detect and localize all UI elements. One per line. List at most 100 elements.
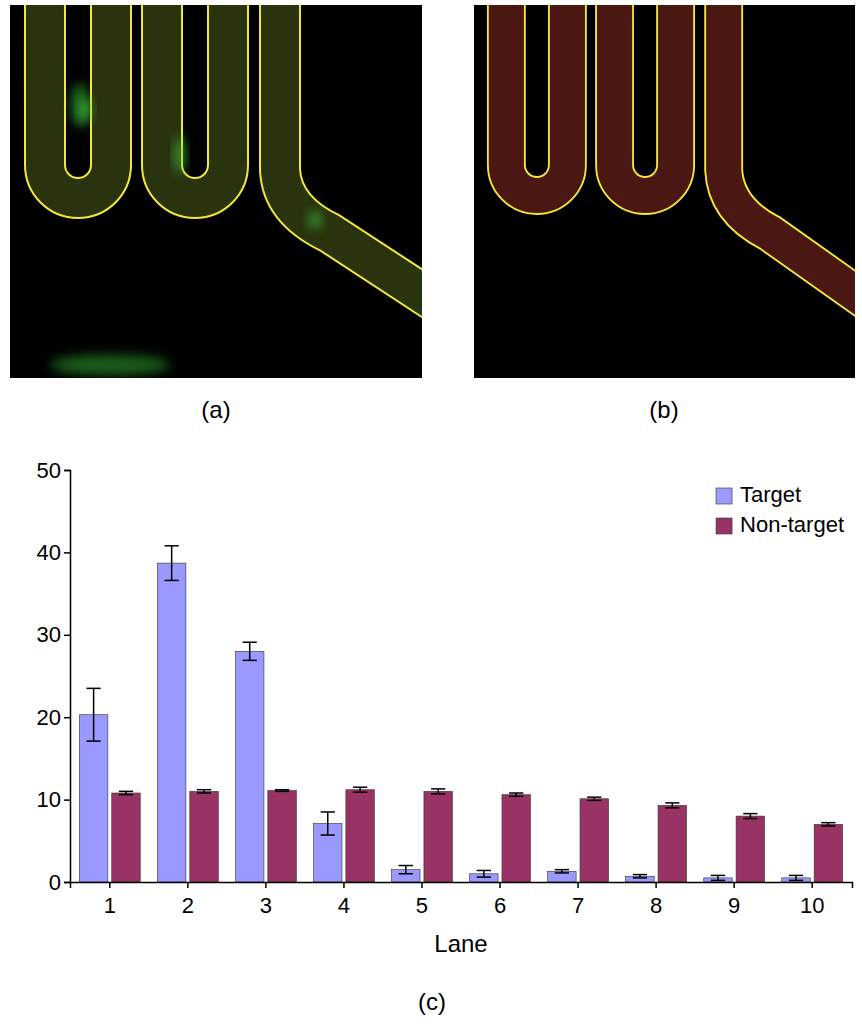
channel-outline bbox=[45, 5, 111, 198]
error-bar bbox=[821, 823, 835, 826]
error-bar-cap bbox=[431, 788, 445, 790]
y-axis-line bbox=[64, 471, 71, 883]
error-bar bbox=[275, 790, 289, 792]
y-tick-label: 0 bbox=[49, 870, 61, 895]
channel-outline bbox=[506, 5, 567, 196]
x-tick-label: 7 bbox=[572, 893, 584, 918]
bar bbox=[190, 791, 218, 882]
error-bar-cap bbox=[821, 825, 835, 827]
x-tick-label: 6 bbox=[494, 893, 506, 918]
y-tick-mark bbox=[64, 882, 70, 884]
x-tick: 8 bbox=[650, 882, 662, 918]
x-tick-mark bbox=[343, 882, 345, 888]
error-bar bbox=[197, 790, 211, 793]
error-bar bbox=[711, 875, 725, 880]
bar bbox=[235, 651, 263, 882]
x-tick: 10 bbox=[800, 882, 824, 918]
channel bbox=[615, 5, 676, 196]
error-bar-cap bbox=[711, 875, 725, 877]
y-axis: 0 10 20 30 40 50 bbox=[37, 458, 71, 895]
channel-outline bbox=[280, 5, 422, 305]
legend-item: Target bbox=[716, 482, 801, 507]
bar bbox=[157, 563, 185, 882]
error-bar-cap bbox=[243, 641, 257, 643]
error-bar-cap bbox=[165, 545, 179, 547]
y-tick-mark bbox=[64, 799, 70, 801]
fluorescence bbox=[50, 355, 170, 375]
fluorescence bbox=[309, 212, 321, 228]
error-bar-cap bbox=[197, 792, 211, 794]
x-tick-mark bbox=[109, 882, 111, 888]
x-tick-mark bbox=[733, 882, 735, 888]
error-bar-cap bbox=[555, 872, 569, 874]
y-tick: 10 bbox=[37, 787, 70, 812]
x-tick: 6 bbox=[494, 882, 506, 918]
x-tick-mark bbox=[499, 882, 501, 888]
channel bbox=[724, 5, 855, 305]
error-bar-cap bbox=[86, 688, 100, 690]
y-tick-mark bbox=[64, 552, 70, 554]
y-tick: 30 bbox=[37, 622, 70, 647]
error-bar bbox=[119, 791, 133, 794]
micrograph bbox=[10, 5, 422, 378]
channel bbox=[45, 5, 111, 198]
fluorescence bbox=[175, 137, 185, 173]
error-bar-cap bbox=[587, 800, 601, 802]
x-tick: 3 bbox=[260, 882, 272, 918]
error-bar-cap bbox=[477, 876, 491, 878]
error-bar-cap bbox=[711, 880, 725, 882]
error-bar bbox=[86, 688, 100, 741]
bar bbox=[424, 791, 452, 882]
error-bar-cap bbox=[275, 791, 289, 793]
error-bar-cap bbox=[119, 791, 133, 793]
channel-outline bbox=[162, 5, 228, 198]
bar bbox=[814, 824, 842, 882]
x-tick-mark bbox=[265, 882, 267, 888]
micrograph bbox=[474, 5, 855, 378]
error-bar-cap bbox=[821, 822, 835, 824]
legend-item: Non-target bbox=[716, 512, 844, 537]
y-tick-mark bbox=[64, 717, 70, 719]
bar bbox=[112, 793, 140, 882]
error-bar bbox=[743, 814, 757, 819]
error-bar-cap bbox=[353, 786, 367, 788]
y-tick: 40 bbox=[37, 540, 70, 565]
error-bar-cap bbox=[165, 580, 179, 582]
error-bar-cap bbox=[509, 796, 523, 798]
x-axis-line bbox=[71, 883, 853, 889]
fluorescence bbox=[70, 83, 90, 127]
legend-swatch bbox=[716, 488, 732, 504]
bar bbox=[548, 871, 576, 882]
error-bar bbox=[789, 875, 803, 880]
y-tick: 50 bbox=[37, 458, 70, 483]
bar bbox=[658, 805, 686, 882]
error-bar bbox=[399, 866, 413, 874]
channel-outline bbox=[724, 5, 855, 305]
y-tick: 20 bbox=[37, 705, 70, 730]
error-bar bbox=[633, 875, 647, 878]
x-tick-label: 5 bbox=[416, 893, 428, 918]
bar bbox=[268, 791, 296, 882]
error-bar bbox=[243, 642, 257, 660]
y-tick-mark bbox=[64, 635, 70, 637]
x-tick-label: 1 bbox=[104, 893, 116, 918]
error-bar-stem bbox=[171, 546, 173, 581]
x-tick: 9 bbox=[728, 882, 740, 918]
x-tick-label: 2 bbox=[182, 893, 194, 918]
error-bar-cap bbox=[477, 870, 491, 872]
error-bar-cap bbox=[399, 873, 413, 875]
bar bbox=[580, 799, 608, 882]
y-tick-label: 20 bbox=[37, 705, 61, 730]
error-bar-cap bbox=[321, 811, 335, 813]
error-bar bbox=[477, 870, 491, 877]
x-tick-mark bbox=[421, 882, 423, 888]
error-bar-cap bbox=[275, 789, 289, 791]
error-bar-cap bbox=[633, 874, 647, 876]
channel bbox=[162, 5, 228, 198]
error-bar-cap bbox=[665, 807, 679, 809]
legend-label: Target bbox=[740, 482, 801, 507]
error-bar bbox=[321, 812, 335, 835]
error-bar-stem bbox=[327, 812, 329, 835]
x-tick-label: 3 bbox=[260, 893, 272, 918]
x-tick-label: 9 bbox=[728, 893, 740, 918]
